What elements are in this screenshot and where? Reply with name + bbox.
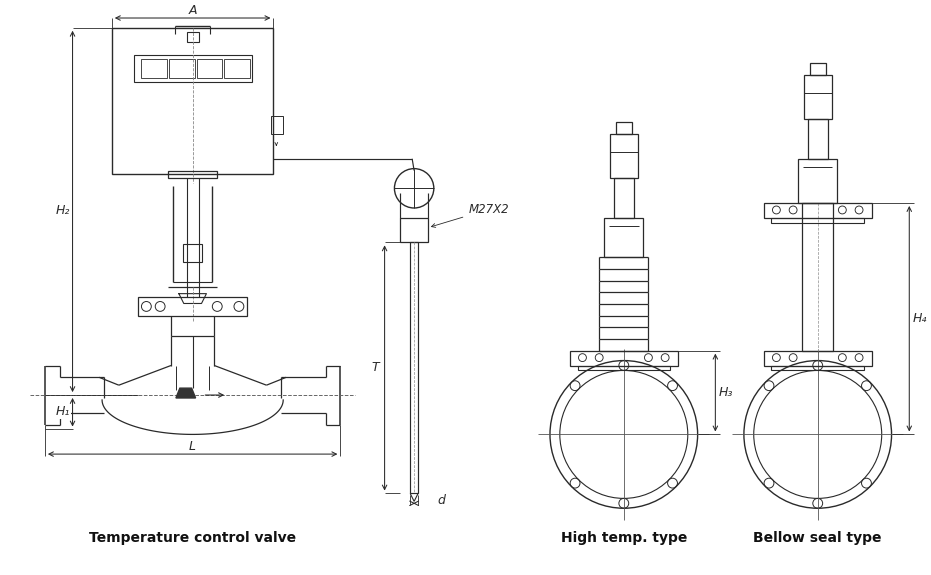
Bar: [610, 134, 638, 178]
Bar: [139, 297, 247, 316]
Text: d: d: [438, 494, 446, 507]
Text: H₄: H₄: [913, 312, 927, 325]
Bar: [411, 243, 418, 493]
Polygon shape: [176, 388, 196, 398]
Text: M27X2: M27X2: [431, 203, 509, 227]
Bar: [804, 75, 831, 120]
Bar: [577, 366, 670, 370]
Bar: [112, 28, 274, 174]
Bar: [168, 171, 217, 178]
Text: Bellow seal type: Bellow seal type: [753, 531, 882, 545]
Bar: [272, 117, 283, 134]
Bar: [133, 55, 251, 82]
Text: H₃: H₃: [719, 386, 734, 398]
Text: Temperature control valve: Temperature control valve: [89, 531, 296, 545]
Bar: [142, 59, 167, 78]
Bar: [808, 120, 828, 159]
Text: T: T: [371, 361, 380, 374]
Bar: [802, 203, 833, 351]
Bar: [772, 366, 864, 370]
Text: A: A: [188, 3, 196, 17]
Text: H₂: H₂: [56, 205, 70, 217]
Bar: [604, 218, 643, 257]
Bar: [810, 63, 826, 75]
Bar: [763, 351, 871, 366]
Text: H₁: H₁: [56, 405, 70, 418]
Bar: [187, 32, 198, 41]
Text: High temp. type: High temp. type: [560, 531, 687, 545]
Bar: [772, 218, 864, 223]
Bar: [224, 59, 250, 78]
Bar: [196, 59, 223, 78]
Bar: [182, 244, 202, 262]
Bar: [400, 218, 428, 243]
Text: L: L: [189, 440, 196, 453]
Bar: [614, 178, 634, 218]
Bar: [169, 59, 195, 78]
Bar: [798, 159, 837, 203]
Bar: [570, 351, 678, 366]
Bar: [763, 203, 871, 218]
Bar: [616, 122, 631, 134]
